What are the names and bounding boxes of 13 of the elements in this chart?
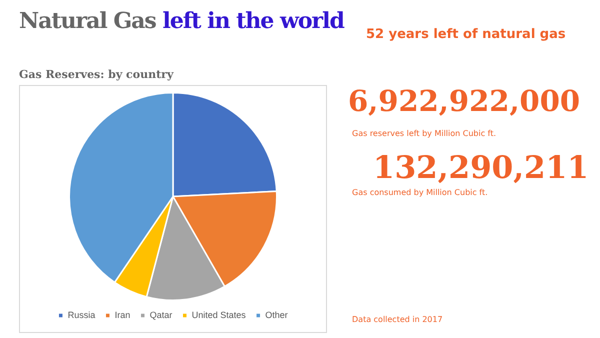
legend-label: Other <box>265 310 288 320</box>
legend-label: Qatar <box>150 310 172 320</box>
text: 52 years left of natural gas <box>366 27 566 42</box>
text: 132,290,211 <box>373 150 589 186</box>
text: Gas reserves left by Million Cubic ft. <box>352 129 496 138</box>
legend-label: Iran <box>114 310 130 320</box>
chart-subtitle: Gas Reserves: by country <box>19 68 174 81</box>
text: 6,922,922,000 <box>348 84 580 118</box>
text: Data collected in 2017 <box>352 315 443 324</box>
legend-label: Russia <box>68 310 96 320</box>
legend-label: United States <box>192 310 246 320</box>
text: Gas consumed by Million Cubic ft. <box>352 188 488 197</box>
chart-title: Natural Gas left in the world <box>19 8 344 34</box>
